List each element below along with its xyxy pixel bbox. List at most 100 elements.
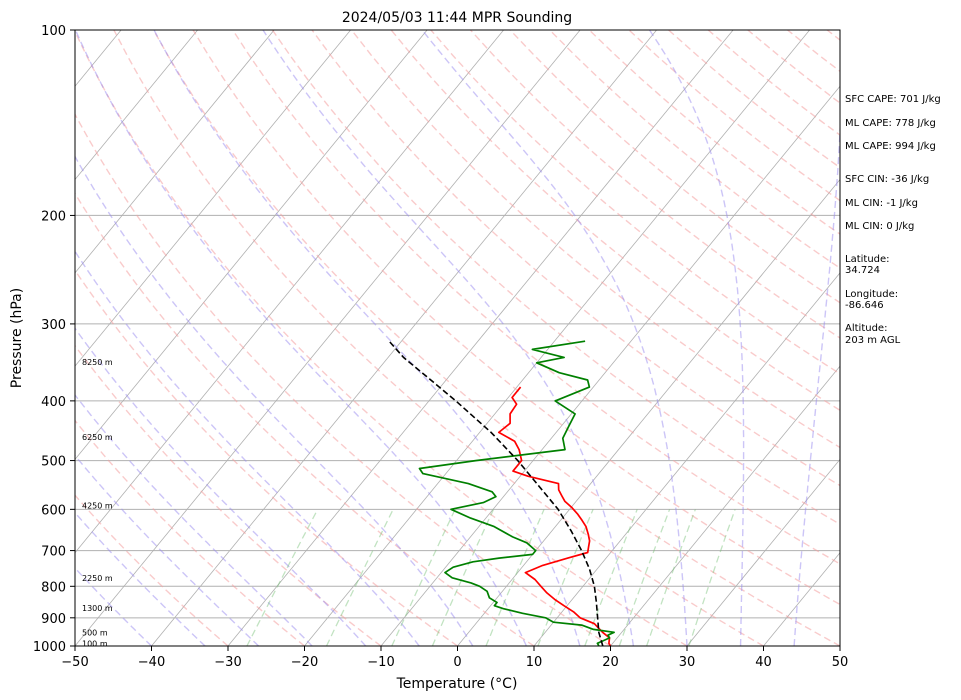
stat-line: -86.646 bbox=[845, 300, 884, 311]
y-tick-label: 400 bbox=[41, 395, 66, 410]
stats-panel: SFC CAPE: 701 J/kg ML CAPE: 778 J/kg ML CA… bbox=[845, 94, 941, 346]
moist-adiabat-line bbox=[153, 30, 581, 646]
dry-adiabat-line bbox=[390, 30, 840, 412]
y-axis-label: Pressure (hPa) bbox=[9, 288, 25, 388]
height-label: 6250 m bbox=[82, 433, 113, 442]
stat-line: SFC CAPE: 701 J/kg bbox=[845, 94, 941, 105]
isotherm-line bbox=[457, 178, 840, 646]
isotherm-line bbox=[227, 30, 734, 646]
x-tick-label: −10 bbox=[367, 655, 394, 670]
dry-adiabat-line bbox=[509, 30, 840, 304]
isotherm-line bbox=[533, 272, 840, 646]
y-tick-label: 300 bbox=[41, 318, 66, 333]
temperature-profile bbox=[497, 386, 612, 646]
stat-line: Longitude: bbox=[845, 289, 898, 300]
y-tick-label: 900 bbox=[41, 612, 66, 627]
isotherm-line bbox=[686, 458, 840, 646]
height-label: 500 m bbox=[82, 628, 108, 637]
stat-line: ML CAPE: 778 J/kg bbox=[845, 118, 936, 129]
y-tick-label: 600 bbox=[41, 503, 66, 518]
isotherm-line bbox=[610, 365, 840, 646]
x-tick-label: 20 bbox=[602, 655, 619, 670]
x-tick-label: 10 bbox=[526, 655, 543, 670]
y-axis-ticks: 100 200 300 400 500 600 700 800 900 1000 bbox=[33, 24, 75, 655]
mixing-ratio-line bbox=[645, 509, 697, 646]
x-axis-label: Temperature (°C) bbox=[396, 676, 518, 692]
x-tick-label: −20 bbox=[291, 655, 318, 670]
x-tick-label: −50 bbox=[61, 655, 88, 670]
isotherm-line bbox=[75, 30, 581, 646]
stat-line: Altitude: bbox=[845, 323, 887, 334]
isotherm-line bbox=[75, 30, 275, 274]
background-lines bbox=[75, 30, 840, 646]
height-label: 100 m bbox=[82, 639, 108, 648]
mixing-ratio-line bbox=[391, 509, 456, 646]
height-label: 4250 m bbox=[82, 501, 113, 510]
dry-adiabat-line bbox=[113, 30, 764, 646]
moist-adiabat-line bbox=[262, 30, 635, 646]
dry-adiabat-line bbox=[75, 269, 458, 646]
moist-adiabat-line bbox=[75, 454, 260, 646]
isotherm-line bbox=[75, 30, 428, 461]
dry-adiabat-line bbox=[232, 30, 840, 565]
dry-adiabat-line bbox=[75, 419, 305, 646]
stat-line: ML CIN: -1 J/kg bbox=[845, 198, 918, 209]
moist-adiabat-line bbox=[75, 30, 527, 646]
x-axis-ticks: −50 −40 −30 −20 −10 0 10 20 30 40 50 bbox=[61, 646, 848, 670]
y-tick-label: 800 bbox=[41, 580, 66, 595]
x-tick-label: 40 bbox=[755, 655, 772, 670]
moist-adiabat-line bbox=[793, 117, 840, 646]
x-tick-label: −30 bbox=[214, 655, 241, 670]
mixing-ratio-line bbox=[537, 509, 594, 646]
dry-adiabat-line bbox=[430, 30, 840, 375]
moist-adiabat-line bbox=[75, 250, 420, 646]
x-tick-label: 30 bbox=[679, 655, 696, 670]
dry-adiabat-line bbox=[271, 30, 840, 526]
moist-adiabat-line bbox=[75, 393, 313, 646]
isotherm-line bbox=[380, 85, 840, 646]
mixing-ratio-line bbox=[431, 509, 495, 646]
dry-adiabat-line bbox=[75, 192, 535, 646]
mixing-ratio-line bbox=[688, 509, 736, 646]
dewpoint-profile bbox=[418, 340, 615, 646]
height-label: 1300 m bbox=[82, 604, 113, 613]
x-tick-label: −40 bbox=[138, 655, 165, 670]
stat-line: 203 m AGL bbox=[845, 335, 901, 346]
plot-frame bbox=[74, 29, 841, 647]
isotherm-line bbox=[75, 30, 504, 554]
dry-adiabat-line bbox=[152, 30, 840, 646]
stat-line: ML CIN: 0 J/kg bbox=[845, 221, 914, 232]
parcel-profile bbox=[388, 340, 604, 646]
mixing-ratio-line bbox=[618, 509, 671, 646]
mixing-ratio-line bbox=[485, 509, 545, 646]
stat-line: ML CAPE: 994 J/kg bbox=[845, 141, 936, 152]
dry-adiabat-line bbox=[192, 30, 840, 606]
y-tick-label: 200 bbox=[41, 209, 66, 224]
dry-adiabat-line bbox=[75, 112, 611, 646]
stat-line: 34.724 bbox=[845, 265, 880, 276]
mixing-ratio-line bbox=[584, 509, 638, 646]
isotherm-line bbox=[75, 30, 198, 181]
stat-line: Latitude: bbox=[845, 254, 890, 265]
chart-title: 2024/05/03 11:44 MPR Sounding bbox=[342, 10, 572, 26]
moist-adiabat-line bbox=[648, 30, 745, 646]
mixing-ratio-line bbox=[325, 509, 394, 646]
y-tick-label: 700 bbox=[41, 545, 66, 560]
dry-adiabat-line bbox=[75, 494, 229, 646]
height-labels: 8250 m 6250 m 4250 m 2250 m 1300 m 500 m 100 m bbox=[82, 358, 113, 648]
stat-line: SFC CIN: -36 J/kg bbox=[845, 174, 929, 185]
dry-adiabat-line bbox=[351, 30, 840, 449]
dry-adiabat-line bbox=[469, 30, 840, 339]
mixing-ratio-line bbox=[246, 508, 319, 646]
isotherm-line bbox=[304, 30, 810, 646]
height-label: 8250 m bbox=[82, 358, 113, 367]
moist-adiabat-line bbox=[75, 566, 152, 646]
height-label: 2250 m bbox=[82, 574, 113, 583]
y-tick-label: 1000 bbox=[33, 640, 66, 655]
isotherm-line bbox=[75, 30, 351, 367]
series-layer bbox=[388, 340, 615, 646]
x-tick-label: 0 bbox=[453, 655, 461, 670]
y-tick-label: 100 bbox=[41, 24, 66, 39]
dry-adiabat-line bbox=[75, 30, 688, 646]
